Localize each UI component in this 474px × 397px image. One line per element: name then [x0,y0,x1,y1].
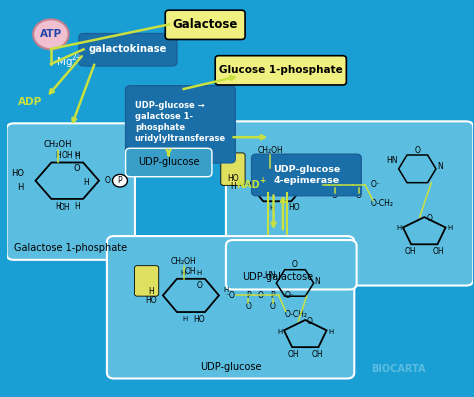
Text: H: H [277,329,282,335]
Text: O-CH₂: O-CH₂ [371,199,393,208]
Text: UDP-galactose: UDP-galactose [242,272,313,282]
Text: O: O [307,317,313,326]
Text: Galactose 1-phosphate: Galactose 1-phosphate [14,243,128,253]
Text: OH: OH [288,350,300,359]
FancyBboxPatch shape [7,123,135,260]
Text: O: O [356,191,362,200]
Circle shape [112,174,128,187]
FancyBboxPatch shape [135,266,159,296]
Text: O⁻: O⁻ [284,291,294,300]
Text: UDP-glucose: UDP-glucose [200,362,261,372]
Text: UDP-glucose
4-epimerase: UDP-glucose 4-epimerase [273,165,340,185]
Text: O: O [246,302,251,311]
Text: O: O [196,281,202,290]
Text: OH: OH [58,203,70,212]
Text: P: P [270,291,275,300]
Text: O-CH₂: O-CH₂ [284,310,307,319]
FancyBboxPatch shape [221,153,245,185]
Circle shape [33,19,69,49]
Text: ⁻O: ⁻O [226,291,236,300]
Text: H: H [18,183,24,193]
FancyBboxPatch shape [165,10,245,39]
Text: O: O [270,302,275,311]
Text: H: H [230,182,236,191]
Text: H: H [283,159,288,165]
Text: CH₂OH: CH₂OH [171,256,197,266]
Text: CH₂OH: CH₂OH [44,140,72,149]
FancyBboxPatch shape [107,236,354,378]
Text: 2+: 2+ [71,53,82,62]
Text: O⁻: O⁻ [371,180,381,189]
Text: N: N [315,277,320,286]
Text: H: H [224,287,229,293]
Text: H: H [74,151,79,157]
FancyBboxPatch shape [215,56,346,85]
Text: O: O [73,164,80,173]
Text: H: H [180,270,185,276]
Text: Mg: Mg [57,57,73,67]
Text: O: O [344,180,350,189]
Text: OH: OH [432,247,444,256]
Text: H: H [396,225,401,231]
Text: H: H [83,178,89,187]
Text: H: H [310,177,315,183]
Text: ATP: ATP [40,29,62,39]
Text: galactokinase: galactokinase [89,44,167,54]
Text: UDP-glucose →
galactose 1-
phosphate
uridylyltransferase: UDP-glucose → galactose 1- phosphate uri… [135,101,226,143]
Text: HO: HO [289,203,300,212]
Text: P: P [246,291,251,300]
Text: H: H [148,287,154,296]
Text: H: H [182,316,188,322]
Text: OH: OH [185,267,197,276]
Text: O: O [332,191,337,200]
Text: HO: HO [193,315,205,324]
Text: P: P [118,176,122,185]
Text: H: H [74,152,80,161]
Text: HN: HN [386,156,398,166]
Text: NAD: NAD [237,180,260,190]
FancyBboxPatch shape [126,148,212,177]
Text: OH: OH [311,350,323,359]
Text: HO: HO [146,296,157,305]
Text: H: H [55,151,61,160]
Text: +: + [259,176,265,185]
Text: BIOCARTA: BIOCARTA [371,364,426,374]
Text: H: H [269,205,274,211]
Text: P: P [356,180,361,189]
Text: HN: HN [264,271,275,280]
Text: O: O [427,214,433,223]
Text: H: H [74,202,80,210]
Text: N: N [437,162,443,172]
Text: O: O [105,176,110,185]
Text: O: O [292,260,298,269]
Text: Glucose 1-phosphate: Glucose 1-phosphate [219,65,343,75]
Text: ADP: ADP [18,96,42,106]
Text: OH: OH [404,247,416,256]
FancyBboxPatch shape [226,240,356,289]
Text: HO: HO [11,169,24,178]
FancyBboxPatch shape [252,154,361,196]
FancyBboxPatch shape [126,86,235,163]
Text: H: H [328,329,334,335]
Text: P: P [332,180,337,189]
Text: UDP-glucose: UDP-glucose [138,158,199,168]
Text: OH: OH [62,151,73,160]
Text: OH: OH [272,156,283,166]
FancyBboxPatch shape [226,121,474,285]
Text: Galactose: Galactose [173,18,238,31]
Text: H: H [266,159,272,165]
Text: O: O [258,291,264,300]
FancyBboxPatch shape [79,33,177,66]
Text: O: O [283,170,289,179]
Text: O: O [414,146,420,155]
Text: H: H [55,202,61,210]
Text: HO: HO [227,173,239,183]
Text: CH₂OH: CH₂OH [257,146,283,155]
Text: ⁻O: ⁻O [312,180,322,189]
Text: H: H [197,270,202,276]
Text: H: H [447,225,453,231]
